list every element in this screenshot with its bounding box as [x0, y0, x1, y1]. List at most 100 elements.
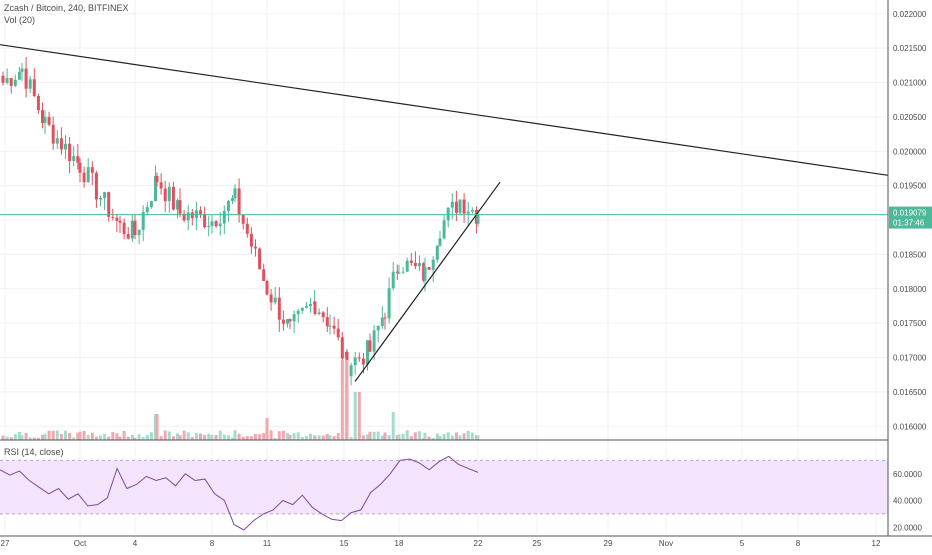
candle-body[interactable]: [82, 172, 86, 183]
candle-body[interactable]: [41, 110, 44, 123]
candle-body[interactable]: [133, 220, 137, 236]
candle-body[interactable]: [387, 288, 391, 319]
candle-body[interactable]: [55, 138, 59, 144]
candle-body[interactable]: [231, 198, 234, 201]
candle-body[interactable]: [258, 248, 262, 270]
candle-body[interactable]: [317, 312, 321, 314]
candle-body[interactable]: [59, 138, 63, 150]
candle-body[interactable]: [450, 201, 454, 208]
candle-body[interactable]: [36, 96, 40, 111]
candle-body[interactable]: [427, 267, 431, 270]
candle-body[interactable]: [182, 213, 186, 221]
candle-body[interactable]: [321, 312, 325, 318]
candle-body[interactable]: [309, 304, 312, 307]
candle-body[interactable]: [458, 199, 462, 213]
candle-body[interactable]: [20, 68, 24, 72]
candle-body[interactable]: [203, 213, 207, 228]
candle-body[interactable]: [32, 79, 36, 97]
candle-body[interactable]: [372, 330, 376, 352]
candle-body[interactable]: [466, 211, 470, 214]
rsi-legend[interactable]: RSI (14, close): [4, 447, 64, 457]
candle-body[interactable]: [281, 319, 285, 324]
candle-body[interactable]: [167, 186, 171, 202]
candle-body[interactable]: [176, 200, 179, 210]
candle-body[interactable]: [145, 207, 149, 213]
candle-body[interactable]: [366, 340, 369, 365]
candle-body[interactable]: [249, 233, 253, 247]
candle-body[interactable]: [43, 116, 47, 123]
candle-body[interactable]: [107, 192, 111, 217]
candle-body[interactable]: [380, 317, 384, 326]
candle-body[interactable]: [130, 220, 134, 239]
candle-body[interactable]: [332, 325, 336, 329]
candle-body[interactable]: [286, 319, 289, 324]
candle-body[interactable]: [13, 79, 17, 86]
candle-body[interactable]: [24, 68, 28, 89]
candle-body[interactable]: [214, 221, 218, 227]
candle-body[interactable]: [68, 143, 72, 161]
candle-body[interactable]: [391, 271, 395, 289]
candle-body[interactable]: [304, 306, 308, 308]
candle-body[interactable]: [300, 307, 304, 311]
candle-body[interactable]: [397, 272, 401, 274]
candle-body[interactable]: [454, 201, 458, 213]
candle-body[interactable]: [233, 188, 237, 199]
candle-body[interactable]: [262, 269, 266, 281]
candle-body[interactable]: [64, 143, 67, 150]
candle-body[interactable]: [17, 71, 21, 80]
candle-body[interactable]: [154, 175, 157, 202]
candle-body[interactable]: [76, 156, 80, 163]
candle-body[interactable]: [409, 260, 413, 263]
candle-body[interactable]: [155, 175, 159, 183]
candle-body[interactable]: [90, 167, 94, 173]
candle-body[interactable]: [163, 188, 167, 202]
candle-body[interactable]: [376, 325, 380, 331]
candle-body[interactable]: [446, 207, 450, 221]
candle-body[interactable]: [395, 271, 399, 273]
candle-body[interactable]: [226, 200, 230, 212]
candle-body[interactable]: [126, 234, 130, 239]
candle-body[interactable]: [218, 223, 222, 227]
candle-body[interactable]: [210, 221, 214, 226]
chart-title[interactable]: Zcash / Bitcoin, 240, BITFINEX: [4, 3, 129, 13]
candle-body[interactable]: [405, 260, 409, 272]
rsi-line[interactable]: [0, 455, 479, 531]
candle-body[interactable]: [149, 201, 153, 208]
candle-body[interactable]: [401, 271, 405, 273]
candle-body[interactable]: [383, 317, 387, 319]
candle-body[interactable]: [340, 337, 344, 359]
candle-body[interactable]: [349, 365, 353, 377]
candle-body[interactable]: [207, 225, 211, 228]
candle-body[interactable]: [51, 124, 55, 144]
candle-body[interactable]: [438, 238, 442, 246]
candle-body[interactable]: [222, 211, 226, 224]
candle-body[interactable]: [178, 200, 182, 214]
candle-body[interactable]: [296, 310, 300, 315]
candle-body[interactable]: [357, 357, 361, 359]
candle-body[interactable]: [288, 319, 292, 322]
candle-body[interactable]: [190, 212, 194, 219]
candle-body[interactable]: [435, 245, 439, 260]
candle-body[interactable]: [9, 78, 13, 86]
candle-body[interactable]: [313, 301, 317, 314]
rsi-pane[interactable]: [0, 455, 888, 531]
candle-body[interactable]: [265, 280, 269, 295]
candle-body[interactable]: [115, 217, 119, 221]
candle-body[interactable]: [442, 220, 446, 239]
candle-body[interactable]: [269, 294, 273, 303]
candle-body[interactable]: [292, 314, 296, 322]
candle-body[interactable]: [462, 199, 466, 214]
candle-body[interactable]: [186, 212, 190, 221]
candle-body[interactable]: [94, 172, 98, 200]
candle-body[interactable]: [72, 156, 76, 161]
candle-body[interactable]: [171, 186, 175, 210]
candle-body[interactable]: [47, 116, 51, 125]
volume-legend[interactable]: Vol (20): [4, 15, 35, 25]
price-pane[interactable]: [0, 44, 889, 386]
candle-body[interactable]: [237, 188, 241, 216]
candle-body[interactable]: [470, 210, 474, 212]
candle-body[interactable]: [28, 79, 32, 89]
candle-body[interactable]: [328, 325, 332, 327]
candle-body[interactable]: [199, 210, 202, 214]
